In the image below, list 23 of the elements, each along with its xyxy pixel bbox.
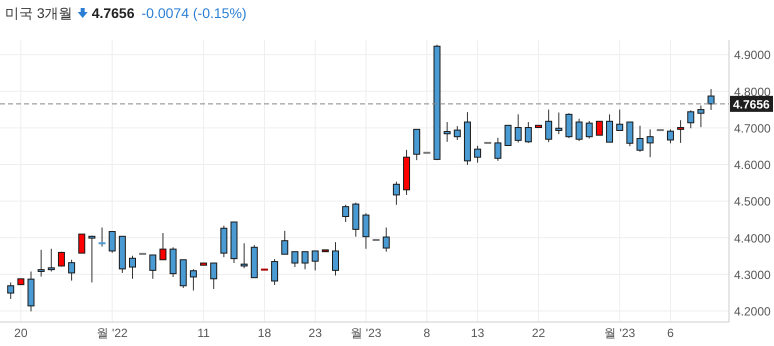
x-tick-label: 월 '23 [604, 326, 636, 340]
y-tick-label: 4.8000 [734, 84, 772, 99]
y-tick-label: 4.7000 [734, 121, 772, 136]
x-tick-label: 6 [667, 326, 674, 340]
ref-line-label: 4.7656 [733, 97, 770, 112]
text: 4.7656 [92, 5, 135, 21]
x-tick-label: 월 '23 [350, 326, 382, 340]
y-tick-label: 4.4000 [734, 231, 772, 246]
x-tick-label: 18 [258, 326, 272, 340]
y-tick-label: 4.6000 [734, 158, 772, 172]
text: -0.0074 (-0.15%) [142, 5, 247, 21]
x-tick-label: 22 [532, 326, 546, 340]
x-tick-label: 20 [14, 326, 28, 340]
y-tick-label: 4.2000 [734, 304, 772, 319]
y-tick-label: 4.3000 [734, 268, 772, 282]
x-tick-label: 11 [197, 326, 210, 340]
x-tick-label: 23 [308, 326, 322, 340]
chart-title: 미국 3개월 [5, 5, 73, 21]
y-tick-label: 4.9000 [734, 48, 772, 62]
x-tick-label: 8 [424, 326, 431, 340]
x-tick-label: 월 '22 [96, 326, 128, 340]
x-tick-label: 13 [470, 326, 485, 340]
y-tick-label: 4.5000 [734, 194, 772, 209]
